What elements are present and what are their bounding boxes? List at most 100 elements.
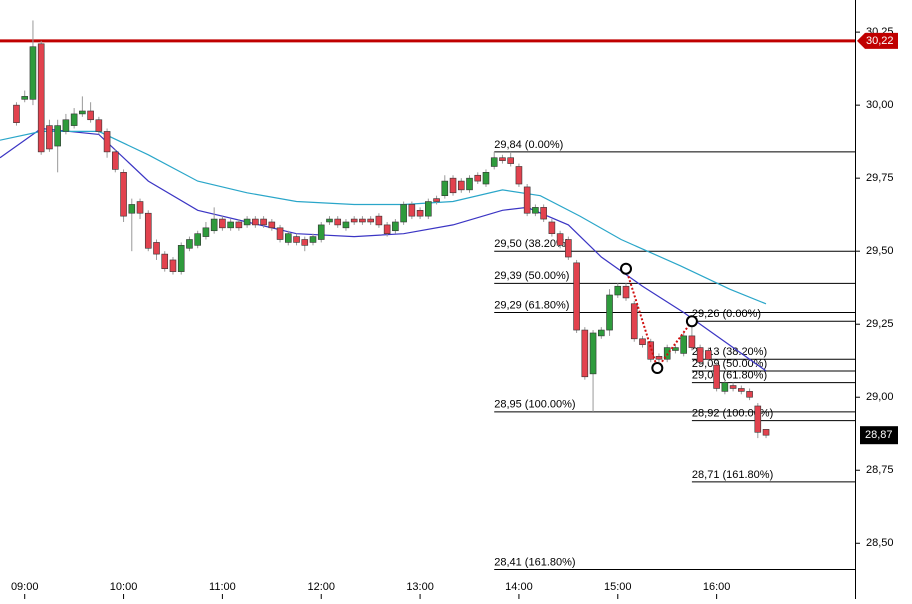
x-tick-label: 11:00: [209, 581, 236, 593]
candle-body: [581, 329, 589, 378]
candle-body: [639, 338, 646, 345]
candle-body: [540, 207, 547, 220]
candle-body: [556, 233, 564, 246]
fibonacci-label: 28,41 (161.80%): [494, 556, 575, 568]
candle-body: [70, 113, 78, 126]
pattern-point: [651, 362, 664, 375]
y-tick-label: 30,00: [866, 99, 894, 111]
candle-body: [276, 227, 284, 240]
x-tick-label: 09:00: [11, 581, 39, 593]
candle-body: [359, 218, 366, 223]
candle-body: [705, 350, 712, 360]
candle-body: [87, 110, 94, 121]
candle-body: [161, 253, 169, 270]
candle-body: [309, 236, 317, 243]
pattern-point: [685, 315, 698, 328]
candle-body: [680, 335, 687, 354]
candle-body: [754, 405, 762, 433]
x-tick-label: 16:00: [703, 581, 731, 593]
last-price-label: 28,87: [865, 429, 893, 441]
candle-body: [367, 218, 374, 223]
x-tick-label: 15:00: [604, 581, 632, 593]
candle-body: [37, 43, 45, 153]
x-tick-label: 13:00: [406, 581, 434, 593]
candle-body: [202, 227, 210, 237]
reference-tag: [857, 32, 898, 49]
y-tick-label: 28,50: [866, 537, 894, 549]
y-tick-label: 29,00: [866, 391, 894, 403]
fibonacci-label: 29,09 (50.00%): [692, 358, 767, 370]
candle-body: [260, 218, 267, 226]
candle-body: [219, 218, 226, 229]
candle-body: [79, 110, 86, 115]
candle-body: [532, 207, 539, 214]
candle-body: [400, 204, 407, 223]
candle-body: [62, 119, 70, 132]
fibonacci-label: 28,95 (100.00%): [494, 399, 575, 411]
candle-body: [128, 204, 136, 214]
candle-body: [746, 391, 753, 398]
candle-body: [112, 151, 119, 170]
pattern-point: [620, 262, 633, 275]
candle-body: [416, 209, 424, 217]
fibonacci-label: 28,92 (100.00%): [692, 408, 773, 420]
candle-body: [589, 332, 597, 375]
candle-body: [210, 218, 218, 232]
candle-body: [507, 157, 514, 164]
candle-body: [573, 262, 580, 331]
candle-body: [392, 221, 399, 232]
candle-body: [515, 166, 523, 185]
fibonacci-label: 29,84 (0.00%): [494, 139, 563, 151]
candle-body: [144, 212, 152, 249]
y-tick-label: 29,75: [866, 172, 894, 184]
candle-body: [375, 215, 383, 226]
candle-body: [227, 221, 234, 229]
candle-body: [606, 294, 613, 331]
candle-body: [688, 335, 696, 348]
fibonacci-label: 29,39 (50.00%): [494, 270, 569, 282]
candle-body: [457, 180, 465, 191]
candle-body: [383, 224, 391, 234]
y-tick-label: 29,50: [866, 245, 894, 257]
candle-body: [548, 221, 556, 234]
fibonacci-label: 29,29 (61.80%): [494, 299, 569, 311]
candle-body: [441, 180, 449, 196]
candle-body: [449, 177, 457, 194]
candle-body: [466, 177, 473, 191]
candle-body: [408, 204, 416, 217]
candle-body: [120, 172, 127, 217]
fibonacci-label: 28,71 (161.80%): [692, 469, 773, 481]
candle-body: [630, 303, 638, 340]
y-tick-label: 28,75: [866, 464, 894, 476]
reference-tag-label: 30,22: [866, 35, 894, 47]
last-price-tag: [860, 426, 898, 445]
candle-body: [342, 221, 350, 229]
candle-body: [169, 259, 177, 272]
x-tick-label: 12:00: [307, 581, 335, 593]
candle-body: [696, 347, 704, 363]
candle-body: [738, 388, 745, 392]
candle-body: [474, 174, 482, 182]
candle-body: [598, 329, 605, 337]
candle-body: [655, 356, 663, 360]
candle-body: [523, 186, 531, 214]
candle-body: [499, 157, 506, 161]
candle-body: [721, 382, 729, 392]
fibonacci-label: 29,05 (61.80%): [692, 370, 767, 382]
fibonacci-label: 29,50 (38.20%): [494, 238, 569, 250]
candle-body: [153, 242, 160, 255]
candle-body: [334, 218, 342, 226]
candle-body: [177, 245, 185, 272]
candle-body: [647, 341, 655, 360]
candle-body: [103, 131, 111, 153]
candle-body: [186, 239, 193, 249]
candle-body: [54, 125, 61, 147]
candle-body: [29, 46, 37, 100]
fibonacci-label: 29,26 (0.00%): [692, 308, 761, 320]
candle-body: [490, 157, 498, 167]
candle-body: [243, 218, 251, 226]
candle-body: [565, 239, 572, 258]
candle-body: [622, 285, 630, 299]
